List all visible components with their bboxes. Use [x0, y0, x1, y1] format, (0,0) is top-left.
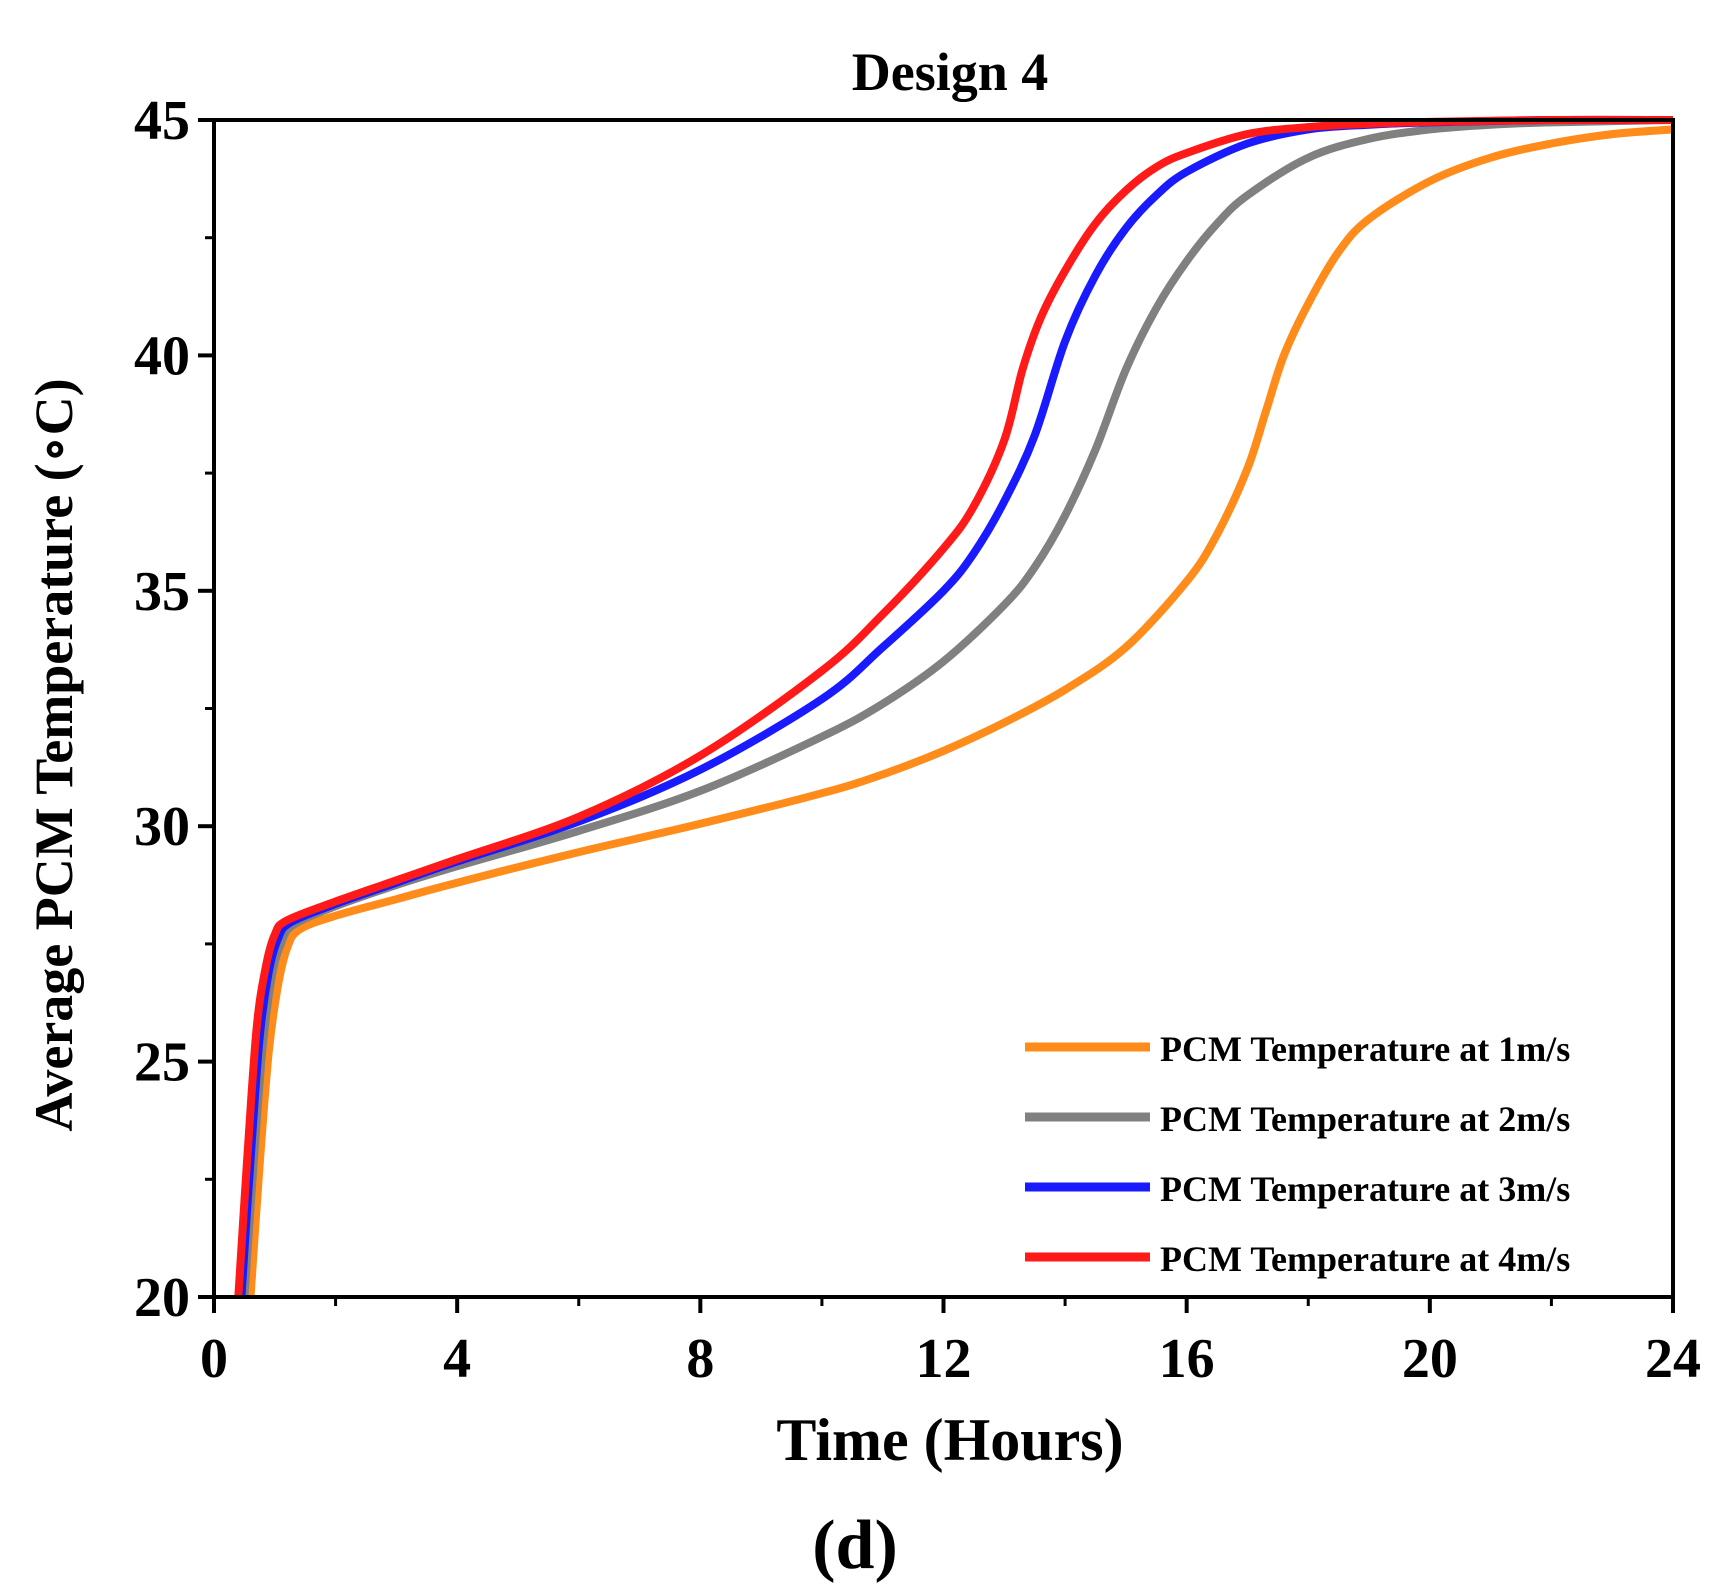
x-axis-label: Time (Hours) [776, 1407, 1123, 1473]
chart-title: Design 4 [852, 42, 1049, 102]
series-line-2 [240, 116, 1674, 1298]
y-tick-label: 25 [134, 1032, 190, 1094]
legend: PCM Temperature at 1m/s PCM Temperature a… [1025, 1029, 1570, 1279]
axis-ticks: 0 4 8 12 16 20 24 20 25 30 35 40 45 [134, 90, 1701, 1390]
panel-label: (d) [812, 1507, 898, 1584]
legend-label-4: PCM Temperature at 4m/s [1160, 1239, 1570, 1279]
y-tick-label: 30 [134, 796, 190, 858]
legend-label-1: PCM Temperature at 1m/s [1160, 1029, 1570, 1069]
x-tick-label: 12 [916, 1328, 972, 1390]
y-axis-label: Average PCM Temperature (∘C) [24, 378, 84, 1131]
series-line-3 [237, 115, 1674, 1298]
y-tick-label: 35 [134, 561, 190, 623]
x-tick-label: 24 [1645, 1328, 1701, 1390]
x-tick-label: 20 [1402, 1328, 1458, 1390]
series-layer [234, 115, 1674, 1298]
x-tick-label: 0 [200, 1328, 228, 1390]
series-line-4 [234, 115, 1674, 1298]
x-tick-label: 16 [1159, 1328, 1215, 1390]
legend-label-2: PCM Temperature at 2m/s [1160, 1099, 1570, 1139]
y-tick-label: 45 [134, 90, 190, 152]
series-line-1 [246, 125, 1674, 1298]
x-tick-label: 8 [686, 1328, 714, 1390]
y-tick-label: 40 [134, 325, 190, 387]
x-tick-label: 4 [443, 1328, 471, 1390]
legend-label-3: PCM Temperature at 3m/s [1160, 1169, 1570, 1209]
y-tick-label: 20 [134, 1267, 190, 1329]
